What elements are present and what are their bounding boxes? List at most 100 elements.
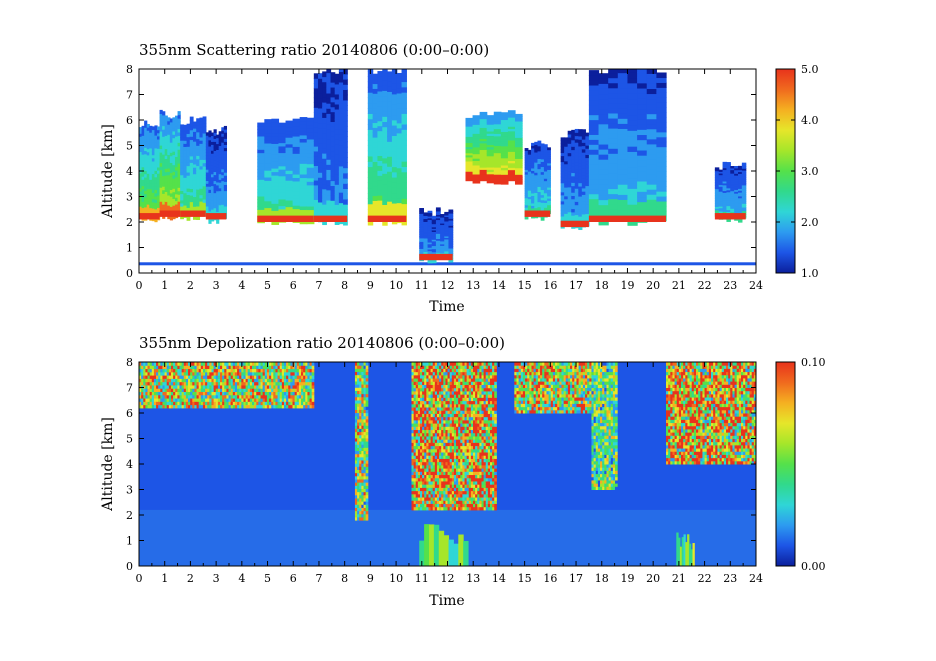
cloud-cell xyxy=(299,152,308,157)
cloud-cell xyxy=(465,148,474,152)
cloud-cell xyxy=(718,209,724,212)
cloud-cell xyxy=(149,204,153,209)
cloud-cell xyxy=(164,168,168,173)
noise-cell xyxy=(359,412,362,417)
cloud-cell xyxy=(567,158,572,163)
cloud-cell xyxy=(734,194,739,198)
noise-cell xyxy=(217,384,221,389)
cloud-cell xyxy=(210,209,215,213)
cloud-cell xyxy=(216,205,220,210)
cloud-cell xyxy=(500,160,509,164)
cloud-cell xyxy=(317,187,323,193)
noise-cell xyxy=(354,425,358,429)
cloud-cell xyxy=(401,150,407,157)
cloud-cell xyxy=(141,132,145,136)
cloud-cell xyxy=(617,194,629,200)
cloud-cell xyxy=(571,192,576,197)
cloud-cell xyxy=(427,243,433,247)
noise-cell xyxy=(170,371,174,376)
cloud-cell xyxy=(444,229,450,232)
cloud-cell xyxy=(574,171,579,176)
cloud-cell xyxy=(199,165,204,170)
noise-cell xyxy=(357,365,360,369)
noise-cell xyxy=(192,401,195,406)
cloud-cell xyxy=(479,116,488,120)
noise-cell xyxy=(361,409,365,414)
cloud-cell xyxy=(205,174,210,179)
noise-cell xyxy=(262,394,266,399)
cloud-cell xyxy=(343,99,348,106)
noise-cell xyxy=(222,362,225,366)
cloud-cell xyxy=(377,185,383,191)
cloud-cell xyxy=(656,126,667,133)
noise-cell xyxy=(281,371,285,376)
noise-cell xyxy=(170,384,174,389)
noise-cell xyxy=(286,371,289,376)
cloud-cell xyxy=(313,189,319,196)
cloud-cell xyxy=(313,170,319,176)
cloud-cell xyxy=(444,252,450,255)
cloud-cell xyxy=(637,191,648,198)
cloud-cell xyxy=(726,205,731,209)
cloud-cell xyxy=(608,168,619,174)
cloud-cell xyxy=(472,115,481,119)
cloud-cell xyxy=(334,159,340,165)
cloud-cell xyxy=(278,169,287,173)
noise-cell xyxy=(251,391,255,396)
noise-cell xyxy=(417,480,421,485)
noise-cell xyxy=(301,401,304,406)
noise-cell xyxy=(224,391,227,396)
noise-cell xyxy=(162,368,166,373)
noise-cell xyxy=(354,384,358,388)
cloud-cell xyxy=(313,179,319,186)
cloud-cell xyxy=(285,127,294,132)
noise-cell xyxy=(363,380,367,385)
cloud-cell xyxy=(646,199,657,205)
noise-cell xyxy=(290,378,293,383)
cloud-cell xyxy=(540,184,545,188)
noise-cell xyxy=(249,362,253,366)
noise-cell xyxy=(243,378,247,383)
cloud-cell xyxy=(382,162,388,169)
cloud-cell xyxy=(578,139,583,144)
noise-cell xyxy=(260,378,264,383)
cloud-cell xyxy=(292,173,301,179)
cloud-cell xyxy=(448,247,454,251)
noise-cell xyxy=(422,458,425,463)
noise-cell xyxy=(151,375,155,379)
noise-cell xyxy=(411,497,415,501)
noise-cell xyxy=(175,384,178,389)
noise-cell xyxy=(363,453,367,458)
noise-cell xyxy=(354,444,358,448)
noise-cell xyxy=(417,362,421,366)
noise-cell xyxy=(139,384,142,389)
cloud-cell xyxy=(162,196,166,202)
cloud-cell xyxy=(154,208,158,213)
noise-cell xyxy=(354,491,358,496)
cloud-cell xyxy=(543,144,548,148)
noise-cell xyxy=(260,394,264,399)
cloud-cell xyxy=(338,207,344,214)
cloud-cell xyxy=(372,78,379,85)
noise-cell xyxy=(415,384,419,389)
cloud-cell xyxy=(560,197,565,202)
cloud-cell xyxy=(560,188,565,193)
cloud-cell xyxy=(627,167,638,174)
cloud-cell xyxy=(202,152,207,157)
cloud-cell xyxy=(617,128,629,135)
noise-cell xyxy=(359,469,362,474)
cloud-cell xyxy=(257,162,265,167)
cloud-cell xyxy=(718,194,724,197)
cloud-cell xyxy=(210,182,215,187)
cloud-cell xyxy=(560,137,565,141)
cloud-cell xyxy=(377,76,383,82)
cloud-cell xyxy=(313,97,319,103)
cloud-cell xyxy=(543,168,548,172)
noise-cell xyxy=(194,388,198,393)
noise-cell xyxy=(145,404,149,409)
cloud-cell xyxy=(547,167,551,170)
noise-cell xyxy=(220,362,223,366)
noise-cell xyxy=(311,398,315,402)
cloud-cell xyxy=(534,164,539,168)
cloud-cell xyxy=(531,172,535,176)
